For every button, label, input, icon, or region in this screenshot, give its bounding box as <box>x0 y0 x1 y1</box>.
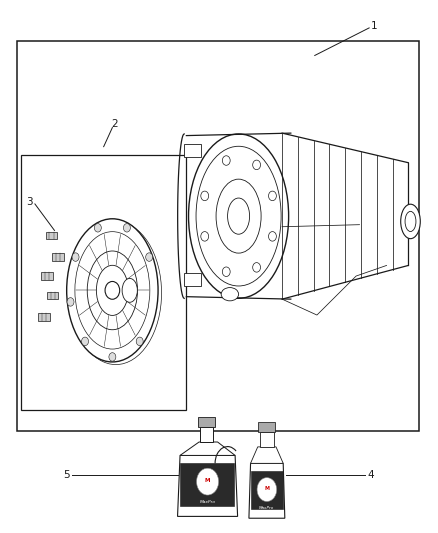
Circle shape <box>72 253 79 261</box>
Circle shape <box>146 253 153 261</box>
Circle shape <box>268 191 276 200</box>
Circle shape <box>94 223 101 232</box>
Text: M: M <box>265 486 269 491</box>
Text: 1: 1 <box>371 21 378 31</box>
Circle shape <box>257 478 277 502</box>
Circle shape <box>109 353 116 361</box>
Ellipse shape <box>122 278 138 302</box>
Bar <box>258 422 276 432</box>
Text: 5: 5 <box>63 470 70 480</box>
Circle shape <box>136 337 143 345</box>
Circle shape <box>197 468 219 495</box>
Circle shape <box>105 281 120 299</box>
Bar <box>47 292 58 300</box>
Text: 2: 2 <box>112 119 118 130</box>
Bar <box>21 155 186 410</box>
Bar <box>180 463 234 506</box>
Circle shape <box>81 337 88 345</box>
Circle shape <box>268 232 276 241</box>
Text: MaxPro: MaxPro <box>200 500 215 504</box>
Bar <box>17 41 419 431</box>
Bar <box>46 232 57 239</box>
Text: M: M <box>205 478 210 483</box>
Polygon shape <box>177 455 237 516</box>
Circle shape <box>253 263 261 272</box>
Bar <box>251 471 283 509</box>
Ellipse shape <box>87 251 138 330</box>
Text: MaxPro: MaxPro <box>259 506 275 510</box>
Bar <box>52 253 64 261</box>
Bar <box>42 272 53 280</box>
Bar <box>184 144 201 157</box>
Bar <box>198 417 215 427</box>
Polygon shape <box>251 447 283 463</box>
Circle shape <box>67 297 74 306</box>
Circle shape <box>253 160 261 169</box>
Ellipse shape <box>401 204 420 239</box>
Circle shape <box>201 232 208 241</box>
Ellipse shape <box>67 219 158 362</box>
Bar <box>39 313 49 320</box>
Circle shape <box>223 267 230 277</box>
Circle shape <box>201 191 208 200</box>
Polygon shape <box>249 463 285 518</box>
Circle shape <box>124 223 131 232</box>
Polygon shape <box>180 442 235 455</box>
Circle shape <box>223 156 230 165</box>
Ellipse shape <box>221 288 239 301</box>
Bar <box>200 427 212 442</box>
Text: 4: 4 <box>367 470 374 480</box>
Bar <box>184 273 201 286</box>
Text: 3: 3 <box>27 197 33 207</box>
Bar <box>260 432 274 447</box>
